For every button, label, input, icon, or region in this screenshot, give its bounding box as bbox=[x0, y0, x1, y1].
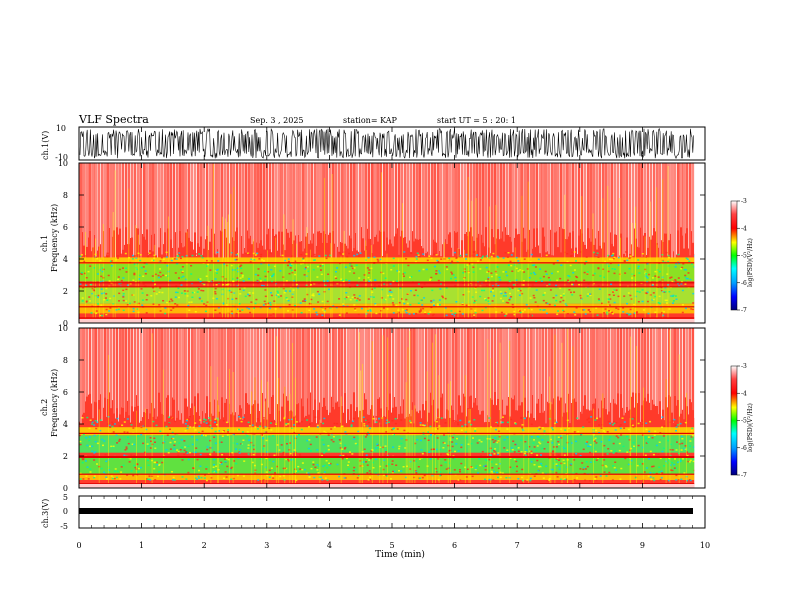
time-axis-label: Time (min) bbox=[375, 549, 425, 560]
colorbar-tick-label: -4 bbox=[741, 390, 747, 397]
ch1-ylabel: ch.1(V) bbox=[41, 131, 50, 160]
colorbar-tick-label: -6 bbox=[741, 280, 747, 287]
colorbar-tick-label: -5 bbox=[741, 418, 747, 425]
ch3-waveform-band bbox=[79, 508, 693, 514]
ch3-ylabel: ch.3(V) bbox=[41, 499, 50, 528]
colorbar-tick-label: -6 bbox=[741, 445, 747, 452]
panel-ch1-waveform: 10 -10 ch.1(V) bbox=[41, 124, 706, 162]
ch1-colorbar-ticks: -3 -4 -5 -6 -7 bbox=[737, 198, 747, 314]
spec-ytick-label: 0 bbox=[63, 484, 68, 493]
spec-ytick-label: 2 bbox=[63, 287, 68, 296]
ch2-colorbar bbox=[730, 365, 738, 476]
spec-ytick-label: 8 bbox=[63, 191, 68, 200]
colorbar-tick-label: -3 bbox=[741, 363, 747, 370]
time-axis-ticks: 0 1 2 3 4 5 6 7 8 9 10 bbox=[76, 127, 710, 550]
colorbar-tick-label: -4 bbox=[741, 225, 747, 232]
ch2-colorbar-label: log(PSD)(V²/Hz) bbox=[747, 403, 754, 452]
station-label: station= KAP bbox=[343, 116, 398, 125]
spec-ytick-label: 4 bbox=[63, 420, 68, 429]
colorbar-tick-label: -5 bbox=[741, 253, 747, 260]
start-ut-label: start UT = 5 : 20: 1 bbox=[437, 116, 516, 125]
ch3-ytick-bottom: -5 bbox=[60, 522, 68, 531]
ch2-spec-ylabel: ch.2 bbox=[40, 399, 49, 416]
spec-ytick-label: 6 bbox=[63, 223, 68, 232]
ch1-spec-ylabel: ch.1 bbox=[40, 235, 49, 252]
ch1-waveform-line bbox=[79, 127, 694, 160]
ch1-colorbar-label: log(PSD)(V²/Hz) bbox=[747, 238, 754, 287]
spec-ytick-label: 8 bbox=[63, 356, 68, 365]
time-tick-label: 4 bbox=[327, 541, 332, 550]
time-tick-label: 8 bbox=[577, 541, 582, 550]
time-tick-label: 7 bbox=[515, 541, 520, 550]
time-tick-label: 2 bbox=[202, 541, 207, 550]
ch3-ytick-mid: 0 bbox=[63, 507, 68, 516]
ch1-ytick-bottom: -10 bbox=[55, 153, 68, 162]
spec-ytick-label: 6 bbox=[63, 388, 68, 397]
ch1-ytick-top: 10 bbox=[56, 124, 66, 133]
ch2-spectrogram-heatmap bbox=[79, 328, 705, 488]
ch1-spec-yticks: 0 2 4 6 8 10 bbox=[58, 159, 705, 328]
time-tick-label: 9 bbox=[640, 541, 645, 550]
ch2-spec-yticks: 0 2 4 6 8 10 bbox=[58, 324, 705, 493]
time-tick-label: 1 bbox=[139, 541, 144, 550]
spec-ytick-label: 4 bbox=[63, 255, 68, 264]
colorbar-tick-label: -7 bbox=[741, 307, 747, 314]
ch3-ytick-top: 5 bbox=[63, 493, 68, 502]
time-tick-label: 3 bbox=[264, 541, 269, 550]
spec-ytick-label: 10 bbox=[58, 159, 68, 168]
time-tick-label: 0 bbox=[76, 541, 81, 550]
spec-ytick-label: 2 bbox=[63, 452, 68, 461]
colorbar-tick-label: -7 bbox=[741, 472, 747, 479]
ch2-spec-ylabel-frequency: Frequency (kHz) bbox=[50, 369, 59, 437]
time-tick-label: 10 bbox=[700, 541, 710, 550]
ch1-spectrogram-heatmap bbox=[79, 163, 705, 323]
date-label: Sep. 3 , 2025 bbox=[250, 116, 304, 125]
ch1-colorbar bbox=[730, 200, 738, 311]
time-tick-label: 5 bbox=[389, 541, 394, 550]
figure-title: VLF Spectra bbox=[78, 113, 149, 126]
ch2-colorbar-ticks: -3 -4 -5 -6 -7 bbox=[737, 363, 747, 479]
time-tick-label: 6 bbox=[452, 541, 457, 550]
panel-ch3-waveform: 5 0 -5 ch.3(V) 0 1 2 3 4 5 6 7 8 9 10 Time (min) bbox=[41, 127, 710, 560]
ch1-spec-ylabel-frequency: Frequency (kHz) bbox=[50, 204, 59, 272]
spec-ytick-label: 0 bbox=[63, 319, 68, 328]
spec-ytick-label: 10 bbox=[58, 324, 68, 333]
colorbar-tick-label: -3 bbox=[741, 198, 747, 205]
